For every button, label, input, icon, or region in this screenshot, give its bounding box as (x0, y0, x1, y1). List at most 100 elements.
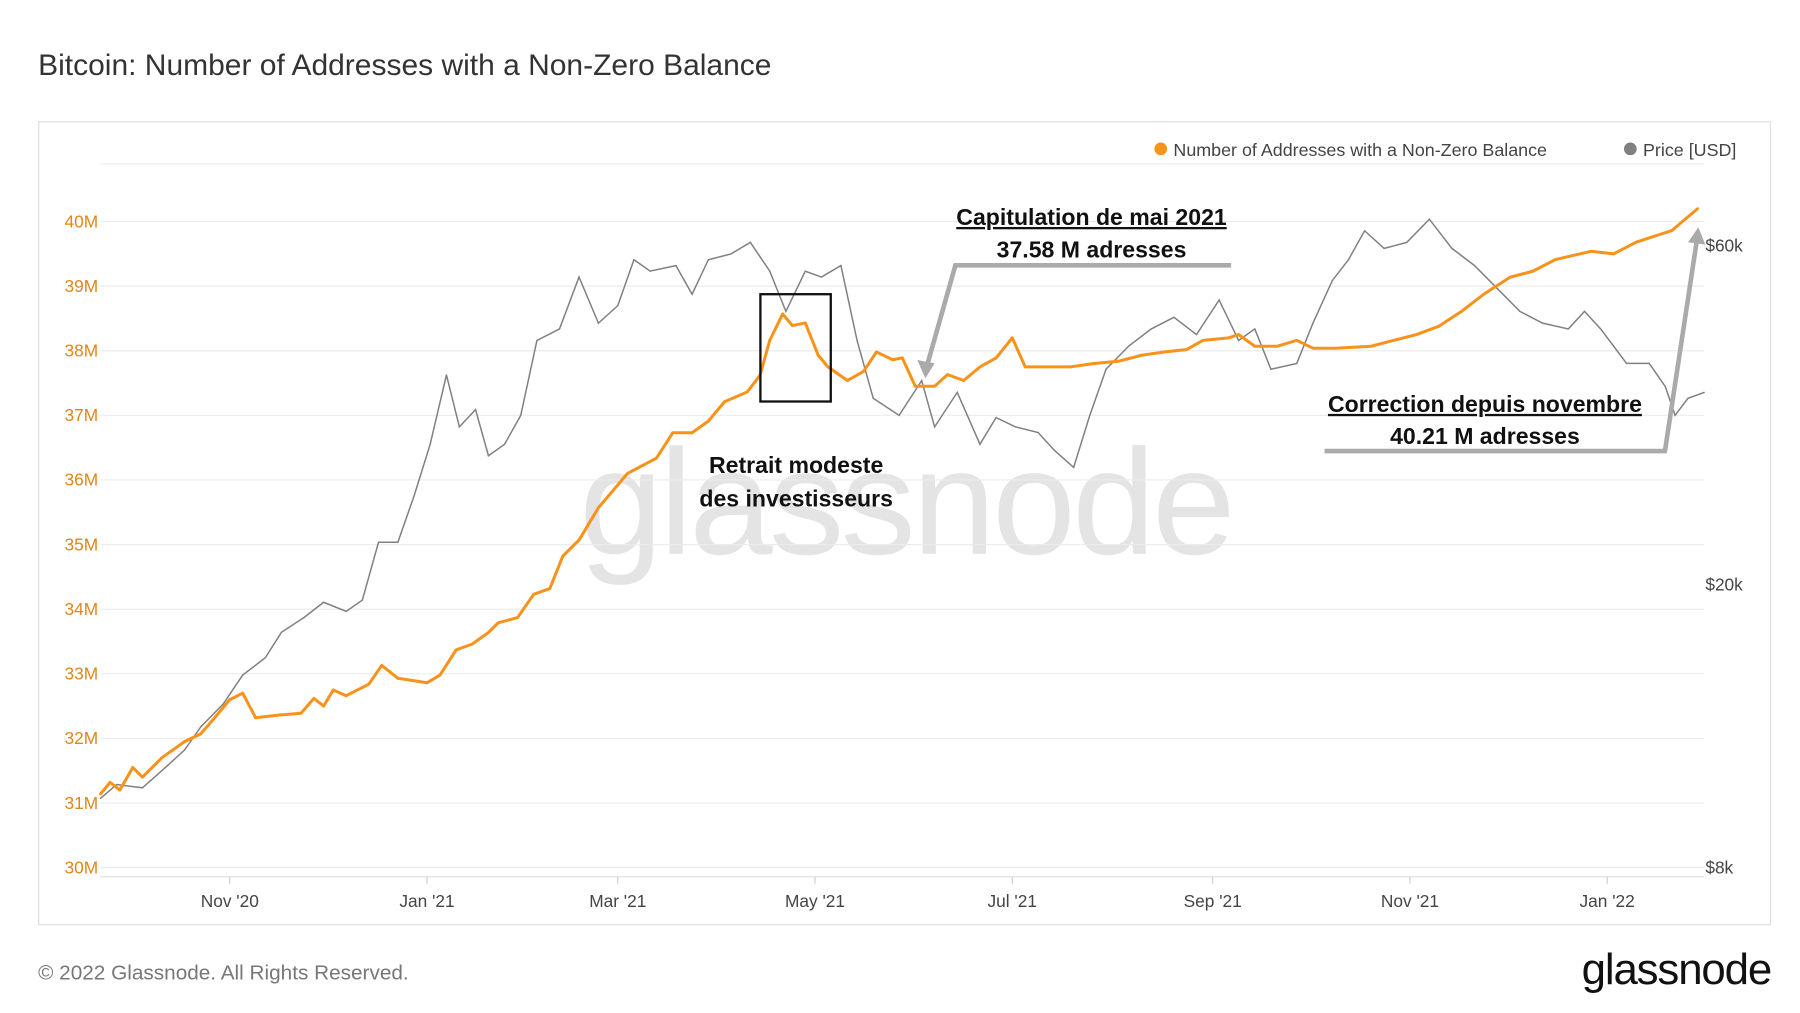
addresses-point (212, 717, 215, 721)
price-line (99, 218, 1705, 799)
addresses-point (913, 384, 917, 388)
addresses-point (862, 370, 865, 373)
price-point (840, 264, 842, 267)
left-tick-label: 33M (64, 664, 98, 684)
addresses-point (141, 775, 144, 779)
addresses-point (470, 642, 474, 646)
price-point (995, 416, 997, 419)
addresses-point (1460, 309, 1464, 313)
legend-item-price[interactable]: Price [USD] (1623, 140, 1736, 160)
addresses-point (577, 538, 581, 542)
price-point (1451, 247, 1453, 250)
addresses-point (322, 704, 325, 708)
addresses-point (1162, 350, 1166, 354)
addresses-point (331, 688, 335, 692)
price-point (1254, 328, 1256, 330)
price-point (1127, 345, 1130, 347)
price-point (222, 703, 225, 705)
annotation-correction-title: Correction depuis novembre (1328, 391, 1642, 417)
price-point (1703, 391, 1705, 394)
price-point (413, 495, 415, 497)
price-point (633, 259, 635, 261)
price-point (487, 455, 490, 457)
price-point (578, 276, 580, 278)
price-point (1541, 322, 1544, 324)
addresses-point (1201, 339, 1205, 342)
price-point (520, 414, 522, 417)
price-point (1383, 247, 1385, 250)
addresses-point (1634, 240, 1638, 244)
annotation-retrait-line1: Retrait modeste (709, 452, 883, 478)
price-point (691, 293, 693, 295)
left-tick-label: 37M (64, 405, 98, 425)
price-point (1406, 241, 1408, 244)
left-tick-label: 39M (64, 276, 98, 296)
price-point (785, 310, 787, 313)
capitulation-arrow (923, 263, 1232, 373)
glassnode-logo[interactable]: glassnode (1582, 945, 1773, 994)
price-point (458, 426, 461, 428)
addresses-point (496, 621, 500, 625)
addresses-point (1670, 229, 1674, 232)
addresses-point (548, 587, 552, 590)
price-point (872, 397, 874, 400)
right-tick-label: $60k (1705, 236, 1743, 256)
addresses-point (1554, 258, 1557, 262)
addresses-point (425, 681, 429, 685)
price-point (199, 726, 202, 728)
price-point (1347, 259, 1350, 261)
legend-dot-gray-icon (1623, 142, 1637, 156)
addresses-point (1392, 339, 1396, 342)
price-point (933, 426, 936, 428)
left-tick-label: 35M (64, 534, 98, 554)
price-point (1428, 218, 1431, 220)
addresses-point (1039, 365, 1043, 369)
addresses-point (671, 431, 675, 435)
legend: Number of Addresses with a Non-Zero Bala… (1154, 140, 1736, 160)
price-point (1687, 397, 1689, 400)
addresses-point (160, 756, 164, 760)
left-axis: 30M 31M 32M 33M 34M 35M 36M 37M 38M 39M 40M (64, 211, 98, 877)
annotation-capitulation-value: 37.58 M adresses (997, 236, 1187, 262)
left-tick-label: 34M (64, 599, 98, 619)
price-point (1612, 345, 1615, 347)
addresses-point (199, 732, 203, 736)
legend-label-price: Price [USD] (1643, 140, 1736, 160)
price-point (1583, 310, 1586, 313)
annotation-correction-value: 40.21 M adresses (1390, 423, 1580, 449)
price-point (856, 339, 858, 342)
addresses-point (900, 356, 904, 360)
addresses-point (845, 379, 849, 382)
annotations: Retrait modeste des investisseurs Capitu… (699, 204, 1706, 511)
x-tick-label: May '21 (785, 891, 845, 911)
price-point (1237, 339, 1240, 342)
addresses-point (454, 648, 458, 652)
addresses-point (532, 592, 536, 596)
addresses-point (1415, 333, 1418, 336)
addresses-point (367, 682, 371, 686)
price-point (1173, 316, 1175, 318)
price-point (675, 264, 677, 267)
price-point (141, 787, 144, 789)
addresses-point (1010, 336, 1014, 340)
addresses-point (228, 698, 232, 702)
price-point (730, 253, 732, 255)
price-point (1053, 449, 1055, 451)
addresses-point (1612, 252, 1616, 256)
addresses-point (994, 356, 998, 360)
x-tick-label: Jan '22 (1580, 891, 1635, 911)
addresses-point (1589, 249, 1593, 253)
addresses-point (655, 456, 658, 460)
price-point (397, 541, 399, 543)
watermark (582, 438, 1229, 612)
legend-item-addresses[interactable]: Number of Addresses with a Non-Zero Bala… (1154, 140, 1547, 160)
copyright: © 2022 Glassnode. All Rights Reserved. (38, 962, 409, 985)
addresses-point (99, 792, 102, 796)
right-axis: $8k $20k $60k (1705, 236, 1743, 878)
left-tick-label: 32M (64, 728, 98, 748)
price-point (445, 374, 448, 376)
addresses-point (790, 324, 794, 327)
addresses-point (803, 321, 807, 325)
left-tick-label: 30M (64, 857, 98, 877)
x-tick-label: Nov '21 (1381, 891, 1439, 911)
